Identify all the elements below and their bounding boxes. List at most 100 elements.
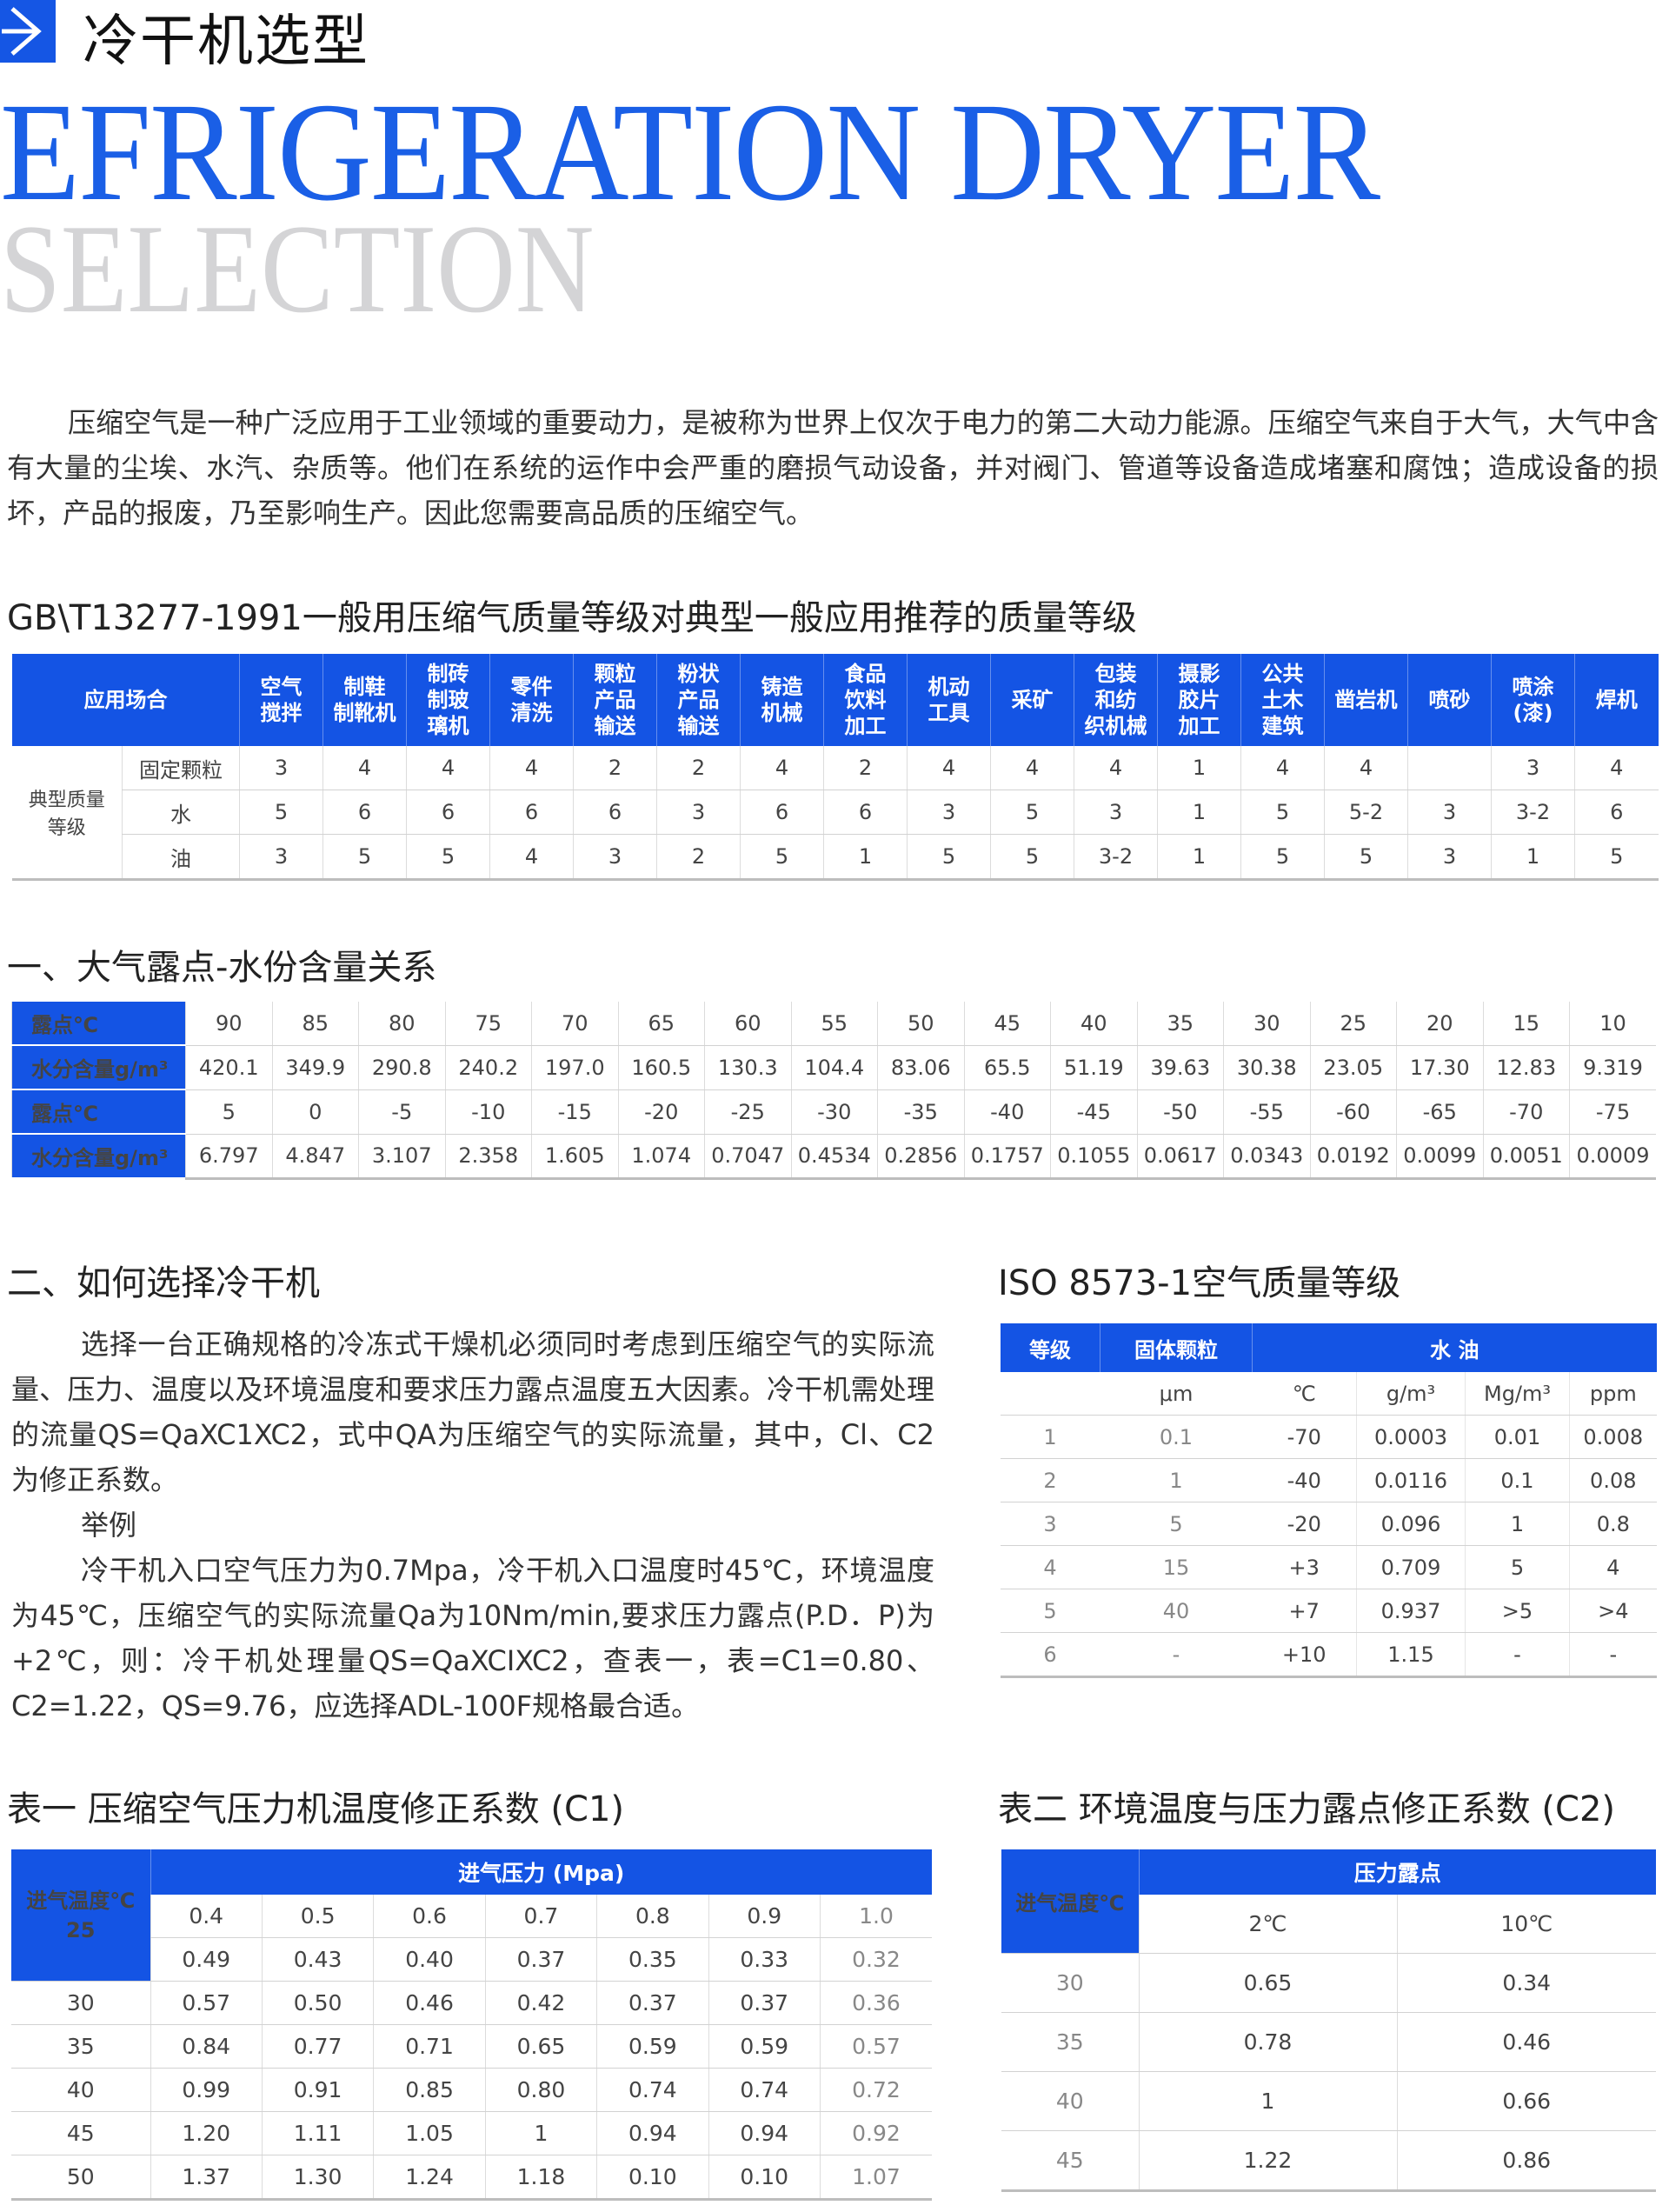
table-cell: 45 [963, 1002, 1051, 1046]
table-cell: 4 [740, 746, 824, 790]
row-label: 露点℃ [11, 1002, 186, 1046]
table-cell: 0.01 [1465, 1415, 1570, 1459]
table-cell: 2 [573, 746, 657, 790]
column-header: 喷砂 [1407, 654, 1492, 746]
table-cell: 4 [1240, 746, 1325, 790]
table-cell: 0.72 [819, 2068, 932, 2112]
table-cell: 1.24 [373, 2155, 486, 2201]
table-row: 35 0.78 0.46 [1001, 2012, 1657, 2072]
table-cell: >5 [1465, 1589, 1570, 1633]
table-cell: 6 [1574, 790, 1659, 835]
table-cell: 0.0617 [1136, 1134, 1224, 1180]
table-row: 45 1.20 1.11 1.05 1 0.94 0.94 0.92 [11, 2111, 932, 2155]
table-cell: 240.2 [444, 1045, 532, 1090]
unit-cell: g/m³ [1356, 1372, 1466, 1416]
c2-correction-table: 进气温度℃ 压力露点 2℃ 10℃ 30 0.65 0.34 35 0.78 0.46 40 1 0.6… [1001, 1849, 1657, 2192]
row-label: 30 [11, 1981, 151, 2025]
units-row: μm ℃ g/m³ Mg/m³ ppm [1000, 1372, 1657, 1416]
table-cell: 90 [185, 1002, 272, 1046]
iso-title: ISO 8573-1空气质量等级 [998, 1263, 1401, 1303]
pressure-cell: 0.5 [261, 1895, 374, 1938]
pressure-cell: 1.0 [819, 1895, 932, 1938]
table-cell: 0.36 [819, 1981, 932, 2025]
table-cell: 0.10 [596, 2155, 709, 2201]
table-cell: - [1465, 1632, 1570, 1678]
table-cell: 1 [1100, 1458, 1253, 1502]
table-cell: 1.074 [617, 1134, 705, 1180]
table-cell: 0.46 [1396, 2012, 1657, 2072]
dewpoint-row: 2℃ 10℃ [1001, 1895, 1657, 1954]
table-cell [1407, 746, 1492, 790]
table-cell: 1.605 [531, 1134, 618, 1180]
table-row: 35 0.84 0.77 0.71 0.65 0.59 0.59 0.57 [11, 2024, 932, 2069]
table-cell: 17.30 [1396, 1045, 1483, 1090]
table-cell: 0.8 [1568, 1502, 1657, 1546]
table-cell: 0.0116 [1356, 1458, 1466, 1502]
table-cell: 2 [823, 746, 908, 790]
table-cell: 65 [617, 1002, 705, 1046]
table-row: 45 1.22 0.86 [1001, 2130, 1657, 2192]
unit-cell: ℃ [1252, 1372, 1357, 1416]
table-cell: 0.78 [1138, 2012, 1397, 2072]
table-cell: 2.358 [444, 1134, 532, 1180]
table-cell: 0.709 [1356, 1545, 1466, 1589]
table-cell: 3 [656, 790, 741, 835]
table-cell: 3 [1407, 790, 1492, 835]
table-cell: 0.49 [150, 1937, 263, 1982]
table-cell: 4 [1074, 746, 1158, 790]
table-cell: 0.34 [1396, 1953, 1657, 2013]
group-header: 压力露点 [1138, 1849, 1657, 1895]
table-cell: 4 [990, 746, 1074, 790]
row-label: 固定颗粒 [122, 746, 240, 790]
table-cell: 4.847 [271, 1134, 359, 1180]
column-header: 喷涂 (漆) [1491, 654, 1575, 746]
quality-grade-table: 应用场合 空气 搅拌 制鞋 制靴机 制砖 制玻 璃机 零件 清洗 颗粒 产品 输送 粉状 产… [11, 654, 1659, 881]
c1-title: 表一 压缩空气压力机温度修正系数 (C1) [7, 1789, 625, 1829]
table-cell: 0.0343 [1223, 1134, 1310, 1180]
table-cell: 30 [1223, 1002, 1310, 1046]
table-cell: 3 [573, 834, 657, 881]
table-cell: 3 [1074, 790, 1158, 835]
table-cell: 0.1 [1465, 1458, 1570, 1502]
unit-cell: μm [1100, 1372, 1253, 1416]
dewpoint-moisture-table: 露点℃ 90 85 80 75 70 65 60 55 50 45 40 35 30 25 20 15 10 水分含… [11, 1002, 1656, 1180]
table-cell: 55 [790, 1002, 878, 1046]
table-cell: 30.38 [1223, 1045, 1310, 1090]
table-cell: -70 [1482, 1089, 1570, 1135]
table-cell: 4 [1324, 746, 1408, 790]
table-cell: 0.46 [373, 1981, 486, 2025]
table-cell: 0.59 [708, 2024, 821, 2069]
column-header: 凿岩机 [1324, 654, 1408, 746]
table-cell: 6 [406, 790, 490, 835]
table-cell: 0.42 [484, 1981, 597, 2025]
row-label: 水分含量g/m³ [11, 1134, 186, 1179]
column-header: 铸造 机械 [740, 654, 824, 746]
table-cell: 0.86 [1396, 2130, 1657, 2192]
column-header: 摄影 胶片 加工 [1157, 654, 1241, 746]
table-cell: 0.2856 [877, 1134, 964, 1180]
table-cell: 0.37 [708, 1981, 821, 2025]
table-cell: +10 [1252, 1632, 1357, 1678]
table-cell: 4 [489, 834, 574, 881]
table-cell: 0.94 [596, 2111, 709, 2155]
table-cell: 51.19 [1050, 1045, 1137, 1090]
table-cell: 6 [1000, 1632, 1100, 1678]
table-cell: 5 [322, 834, 407, 881]
table-cell: 6.797 [185, 1134, 272, 1180]
row-label: 露点℃ [11, 1089, 186, 1135]
table-cell: 0.65 [1138, 1953, 1397, 2013]
table-row: 4 15 +3 0.709 5 4 [1000, 1545, 1657, 1589]
unit-cell: Mg/m³ [1465, 1372, 1570, 1416]
table-cell: 5 [1000, 1589, 1100, 1633]
table-cell: 3 [239, 834, 323, 881]
table-cell: 83.06 [877, 1045, 964, 1090]
table-row: 水 5 6 6 6 6 3 6 6 3 5 3 1 5 5-2 3 3-2 6 [12, 790, 1659, 835]
table-cell: 1.05 [373, 2111, 486, 2155]
table-cell: 1.22 [1138, 2130, 1397, 2192]
table-cell: 35 [1136, 1002, 1224, 1046]
table-row: 40 0.99 0.91 0.85 0.80 0.74 0.74 0.72 [11, 2068, 932, 2112]
table-row: 30 0.65 0.34 [1001, 1953, 1657, 2013]
table-cell: -70 [1252, 1415, 1357, 1459]
table-cell: 85 [271, 1002, 359, 1046]
table-row: 3 5 -20 0.096 1 0.8 [1000, 1502, 1657, 1546]
